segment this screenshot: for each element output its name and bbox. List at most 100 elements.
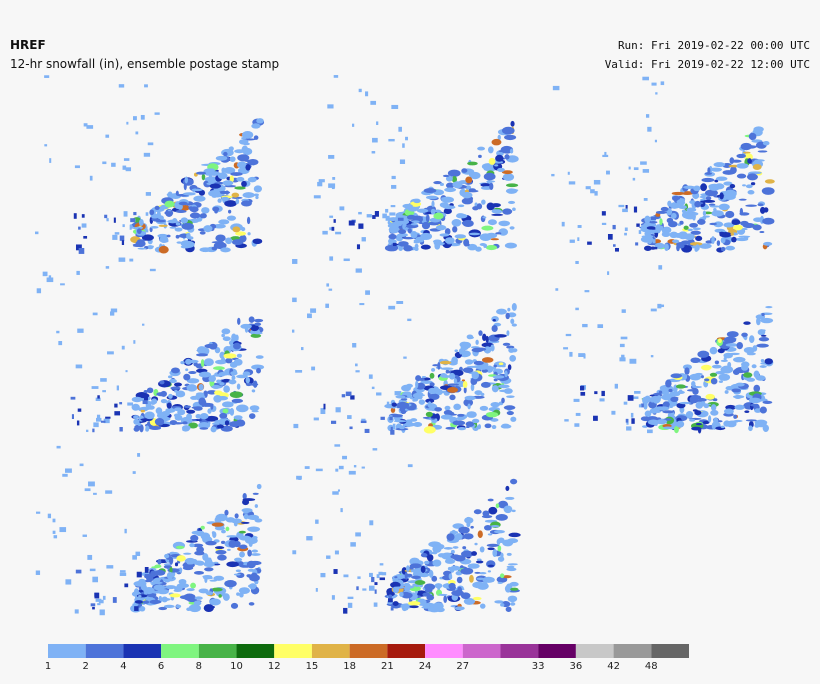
snow-area (239, 551, 245, 558)
snow-area (708, 203, 716, 206)
snow-area (223, 167, 236, 174)
snow-speck (365, 290, 370, 295)
snow-area (462, 367, 474, 373)
snow-area (425, 411, 433, 417)
colorbar-label: 2 (83, 661, 89, 672)
snow-speck (388, 305, 396, 310)
snow-speck (35, 231, 39, 235)
snow-speck (49, 158, 52, 163)
snow-speck (394, 391, 402, 396)
colorbar-segment (236, 644, 275, 658)
snow-area (725, 210, 735, 219)
snow-speck (597, 324, 604, 329)
snow-area (644, 410, 652, 417)
snow-area (502, 575, 512, 579)
snow-speck (315, 468, 323, 472)
snow-area (677, 243, 685, 249)
snow-speck (114, 411, 121, 416)
snow-area (146, 245, 154, 250)
snow-area (466, 516, 471, 520)
snow-area (404, 571, 408, 580)
snow-speck (333, 219, 336, 223)
snow-area (494, 334, 507, 338)
snow-speck (372, 448, 378, 451)
snow-area (248, 316, 255, 323)
snow-area (491, 325, 498, 332)
snow-area (163, 564, 172, 569)
snow-area (724, 390, 729, 394)
snow-area (242, 192, 255, 198)
snow-area (676, 390, 685, 394)
snow-area (149, 581, 163, 585)
snow-area (482, 576, 495, 583)
snow-area (664, 243, 669, 251)
snow-area (434, 242, 441, 250)
snow-area (139, 606, 146, 612)
snow-speck (144, 573, 151, 577)
snow-speck (575, 260, 579, 264)
snow-speck (650, 308, 657, 312)
snow-area (691, 385, 703, 389)
snow-area (761, 187, 775, 195)
snow-speck (333, 569, 338, 574)
snow-area (700, 364, 712, 371)
snow-area (214, 516, 222, 524)
snow-speck (105, 266, 110, 269)
snow-area (255, 195, 259, 200)
snow-area (434, 407, 443, 412)
snow-speck (87, 554, 93, 560)
snow-speck (355, 363, 358, 367)
snow-area (181, 222, 194, 230)
snow-area (446, 387, 459, 393)
snow-area (658, 390, 663, 394)
snow-speck (111, 162, 116, 167)
snow-speck (97, 603, 101, 606)
snow-area (453, 555, 466, 562)
snow-area (435, 224, 447, 231)
snow-speck (327, 104, 334, 109)
snow-speck (389, 212, 396, 216)
snow-speck (329, 256, 334, 261)
snow-area (736, 163, 749, 169)
snow-area (463, 386, 467, 394)
snow-area (511, 509, 516, 513)
snow-area (254, 322, 262, 327)
snow-area (191, 188, 203, 192)
snow-area (433, 212, 444, 220)
snow-area (679, 401, 691, 405)
snow-area (456, 576, 463, 584)
snow-area (689, 222, 698, 228)
snow-area (138, 219, 144, 226)
snow-area (174, 227, 183, 232)
snow-speck (391, 175, 396, 180)
snow-area (500, 603, 505, 607)
snow-area (691, 380, 696, 387)
snow-area (452, 225, 458, 233)
snow-area (233, 342, 241, 350)
snow-area (511, 348, 518, 353)
snow-speck (86, 125, 94, 129)
snow-speck (654, 139, 657, 143)
snow-area (169, 556, 174, 565)
snow-area (752, 345, 758, 352)
snow-area (200, 359, 205, 368)
snow-area (478, 330, 483, 336)
snow-speck (96, 414, 101, 420)
snow-area (217, 396, 229, 401)
snow-speck (62, 473, 68, 477)
snow-area (505, 485, 510, 491)
snow-area (709, 372, 718, 377)
snow-speck (47, 513, 52, 519)
snow-area (662, 410, 675, 414)
snow-area (464, 359, 474, 365)
snow-area (410, 223, 419, 226)
snow-area (250, 333, 262, 338)
snow-speck (304, 466, 310, 469)
snow-area (215, 155, 228, 161)
snow-area (175, 604, 182, 609)
snow-area (403, 245, 413, 252)
snow-area (253, 135, 259, 140)
snow-area (736, 153, 747, 159)
snow-area (484, 423, 492, 429)
